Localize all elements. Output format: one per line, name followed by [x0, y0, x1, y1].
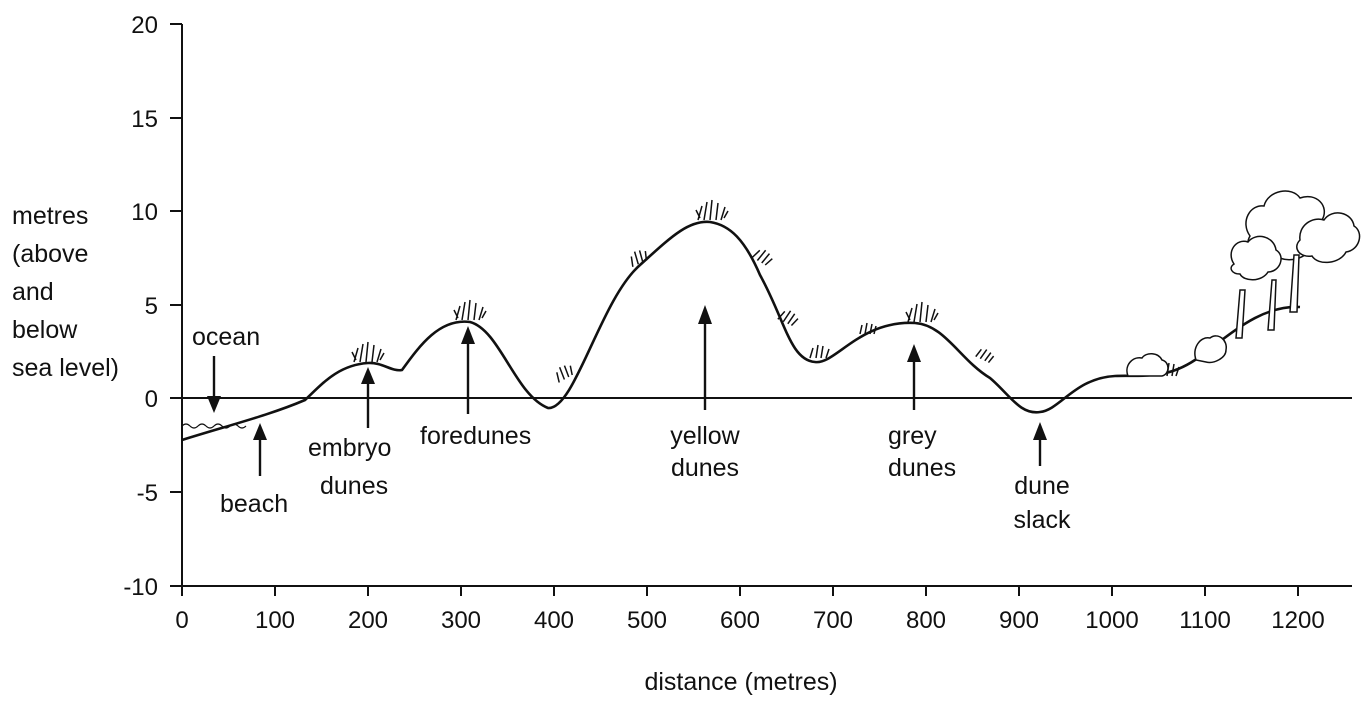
x-tick-label: 1100	[1179, 607, 1231, 634]
label-yellow-dunes: dunes	[671, 454, 739, 482]
y-axis: 20 15 10 5 0 -5 -10	[123, 12, 183, 601]
x-tick-label: 800	[906, 607, 946, 634]
y-tick-label: -5	[137, 480, 158, 507]
tree-icon	[1230, 190, 1361, 339]
annotation-ocean: ocean	[192, 323, 260, 413]
shrub-icon	[1194, 335, 1227, 364]
y-axis-label-line: (above	[12, 240, 88, 268]
dune-grass-icon	[905, 301, 939, 323]
dune-grass-icon	[809, 344, 830, 359]
x-tick-label: 1200	[1271, 607, 1324, 634]
dune-grass-icon	[695, 199, 729, 221]
x-tick-label: 200	[348, 607, 388, 634]
dune-profile-line	[181, 220, 1301, 442]
label-foredunes: foredunes	[420, 422, 531, 450]
label-yellow-dunes: yellow	[670, 422, 740, 450]
label-grey-dunes: grey	[888, 422, 937, 450]
y-tick-label: 15	[131, 106, 158, 133]
dune-grass-icon	[351, 341, 385, 363]
y-axis-label: metres (above and below sea level)	[12, 202, 119, 382]
x-tick-label: 1000	[1085, 607, 1138, 634]
dune-grass-icon	[777, 310, 799, 327]
dune-grass-icon	[630, 250, 648, 267]
y-axis-label-line: and	[12, 278, 54, 306]
annotation-yellow-dunes: yellow dunes	[670, 305, 741, 482]
x-tick-label: 600	[720, 607, 760, 634]
dune-grass-icon	[751, 249, 773, 266]
y-tick-label: 5	[145, 293, 158, 320]
y-axis-label-line: metres	[12, 202, 88, 230]
label-embryo-dunes: embryo	[308, 434, 391, 462]
annotation-dune-slack: dune slack	[1014, 422, 1071, 534]
dune-grass-icon	[556, 365, 573, 383]
x-axis: 0 100 200 300 400 500 600 700 800 900 10…	[175, 585, 1352, 696]
dune-grass-icon	[453, 299, 487, 321]
annotation-embryo-dunes: embryo dunes	[308, 367, 391, 500]
x-tick-label: 500	[627, 607, 667, 634]
label-ocean: ocean	[192, 323, 260, 351]
label-dune-slack: dune	[1014, 472, 1070, 500]
x-tick-label: 400	[534, 607, 574, 634]
beach-slope	[182, 400, 305, 440]
label-beach: beach	[220, 490, 288, 518]
y-axis-label-line: below	[12, 316, 78, 344]
y-tick-label: -10	[123, 574, 158, 601]
x-tick-label: 700	[813, 607, 853, 634]
dune-grass-icon	[975, 348, 995, 364]
y-tick-label: 10	[131, 199, 158, 226]
y-tick-label: 20	[131, 12, 158, 39]
annotation-beach: beach	[220, 423, 288, 518]
x-axis-label: distance (metres)	[644, 668, 837, 696]
annotation-foredunes: foredunes	[420, 326, 531, 450]
y-axis-label-line: sea level)	[12, 354, 119, 382]
dune-grass-icon	[859, 322, 877, 335]
label-embryo-dunes: dunes	[320, 472, 388, 500]
x-tick-label: 900	[999, 607, 1039, 634]
x-tick-label: 100	[255, 607, 295, 634]
x-tick-label: 0	[175, 607, 188, 634]
annotation-grey-dunes: grey dunes	[888, 344, 956, 482]
label-grey-dunes: dunes	[888, 454, 956, 482]
y-tick-label: 0	[145, 386, 158, 413]
label-dune-slack: slack	[1014, 506, 1071, 534]
shrub-icon	[1126, 353, 1169, 377]
x-tick-label: 300	[441, 607, 481, 634]
